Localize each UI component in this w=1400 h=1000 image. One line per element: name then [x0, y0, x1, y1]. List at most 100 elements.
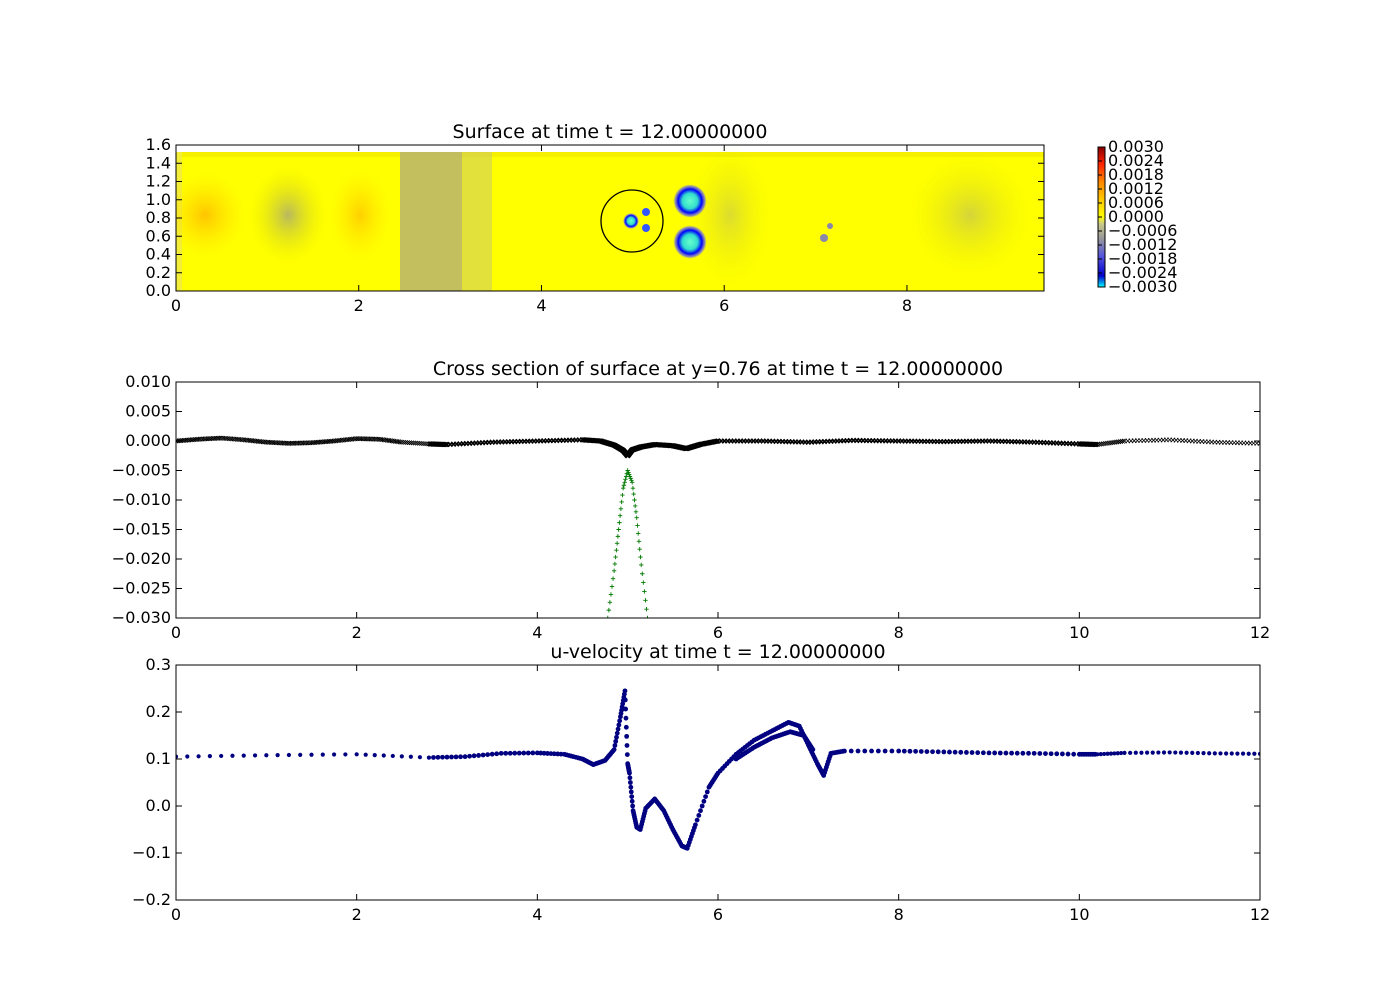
cross-section-plus-point [634, 515, 639, 520]
u-velocity-point [252, 753, 258, 758]
u-velocity-point [408, 754, 413, 759]
cross-section-plus-point [632, 497, 637, 503]
u-velocity-point [503, 750, 509, 756]
cross-section-x-point [403, 439, 409, 445]
cross-section-plus-point [623, 474, 629, 479]
u-velocity-point [842, 748, 847, 754]
u-velocity-point [624, 752, 630, 757]
cross-section-plus-point [642, 589, 647, 594]
cross-section-xtick-label: 10 [1069, 623, 1089, 642]
u-velocity-point [889, 748, 895, 754]
u-velocity-point [1026, 750, 1031, 756]
u-velocity-point [992, 750, 998, 756]
u-velocity-point [952, 749, 958, 755]
u-velocity-point [176, 754, 179, 759]
u-velocity-point [1150, 750, 1155, 755]
u-velocity-point [381, 753, 386, 758]
cross-section-x-point [420, 441, 426, 447]
u-velocity-point [498, 750, 504, 756]
cross-section-xtick-label: 12 [1250, 623, 1270, 642]
u-velocity-point [555, 751, 561, 757]
u-velocity-point [480, 752, 486, 758]
u-velocity-point [331, 752, 337, 757]
u-velocity-point [1009, 750, 1014, 756]
cross-section-plus-point [632, 503, 638, 509]
u-velocity-point [622, 688, 628, 694]
u-velocity-point [1059, 751, 1065, 757]
u-velocity-point [627, 775, 633, 781]
u-velocity-point [855, 748, 861, 754]
u-velocity-point [538, 750, 544, 756]
u-velocity-point [298, 752, 303, 757]
u-velocity-point [628, 789, 634, 795]
cross-section-plus-point [628, 476, 633, 481]
u-velocity-point [485, 752, 491, 757]
u-velocity-xtick-label: 10 [1069, 905, 1089, 924]
u-velocity-point [896, 748, 902, 754]
u-velocity-point [1122, 750, 1127, 755]
u-velocity-point [975, 750, 981, 756]
u-velocity-point [623, 706, 629, 712]
cross-section-x-point [407, 440, 413, 446]
heatmap-ytick-label: 0.4 [146, 245, 171, 264]
u-velocity-point [286, 752, 292, 758]
cross-section-plus-point [619, 499, 624, 505]
u-velocity-point [230, 753, 235, 758]
colorbar-tick-label: 0.0030 [1108, 137, 1164, 156]
heatmap-axes: 0 2 4 6 8 0.00.20.40.60.81.01.21.41.6 [146, 135, 1044, 315]
u-velocity-point [882, 748, 888, 754]
cross-section-plus-point [606, 607, 612, 613]
u-velocity-point [275, 753, 280, 758]
u-velocity-point [1201, 751, 1206, 756]
heatmap-ytick-label: 1.0 [146, 190, 171, 209]
u-velocity-point [1108, 751, 1114, 756]
u-velocity-point [449, 754, 454, 760]
u-velocity-point [196, 754, 201, 759]
cross-section-plus-point [607, 600, 613, 605]
cross-section-plus-point [623, 477, 628, 482]
u-velocity-point [696, 813, 702, 818]
cross-section-plus-point [645, 615, 650, 618]
colorbar: 0.00300.00240.00180.00120.00060.0000−0.0… [1097, 137, 1177, 296]
u-velocity-point [624, 733, 630, 739]
cross-section-plus-point [611, 568, 617, 573]
cross-section-ytick-label: −0.025 [112, 579, 171, 598]
u-velocity-point [629, 798, 635, 804]
u-velocity-point [1128, 750, 1133, 755]
u-velocity-point [1156, 750, 1161, 755]
colorbar-tick-label: 0.0006 [1108, 193, 1164, 212]
colorbar-tick-label: 0.0012 [1108, 179, 1164, 198]
u-velocity-point [1115, 751, 1120, 756]
cross-section-plus-point [608, 592, 614, 597]
u-velocity-point [309, 752, 314, 757]
colorbar-ticks: 0.00300.00240.00180.00120.00060.0000−0.0… [1098, 137, 1177, 296]
u-velocity-point [699, 803, 705, 809]
u-velocity-title: u-velocity at time t = 12.00000000 [550, 641, 885, 663]
u-velocity-point [530, 750, 536, 756]
cross-section-plus-point [626, 472, 632, 477]
u-velocity-point [1031, 750, 1037, 756]
u-velocity-xtick-label: 12 [1250, 905, 1270, 924]
u-velocity-point [913, 748, 919, 754]
u-velocity-xtick-label: 0 [171, 905, 181, 924]
u-velocity-point [1235, 751, 1240, 756]
cross-section-x-point [422, 441, 428, 447]
cross-section-ytick-label: 0.005 [125, 402, 171, 421]
u-velocity-point [907, 748, 913, 754]
u-velocity-ytick-label: −0.2 [132, 890, 171, 909]
cross-section-ytick-label: −0.030 [112, 608, 171, 627]
heatmap-xtick-label: 0 [171, 296, 181, 315]
u-velocity-point [1178, 750, 1184, 755]
cross-section-plus-point [630, 486, 636, 491]
u-velocity-point [462, 754, 468, 760]
u-velocity-point [363, 752, 368, 757]
u-velocity-point [701, 798, 707, 804]
cross-section-plus-point [627, 474, 633, 479]
cross-section-x-point [416, 440, 422, 446]
u-velocity-xtick-label: 4 [532, 905, 542, 924]
u-velocity-ytick-label: −0.1 [132, 843, 171, 862]
u-velocity-point [444, 754, 450, 760]
u-velocity-point [1043, 751, 1048, 756]
u-velocity-point [986, 750, 992, 756]
